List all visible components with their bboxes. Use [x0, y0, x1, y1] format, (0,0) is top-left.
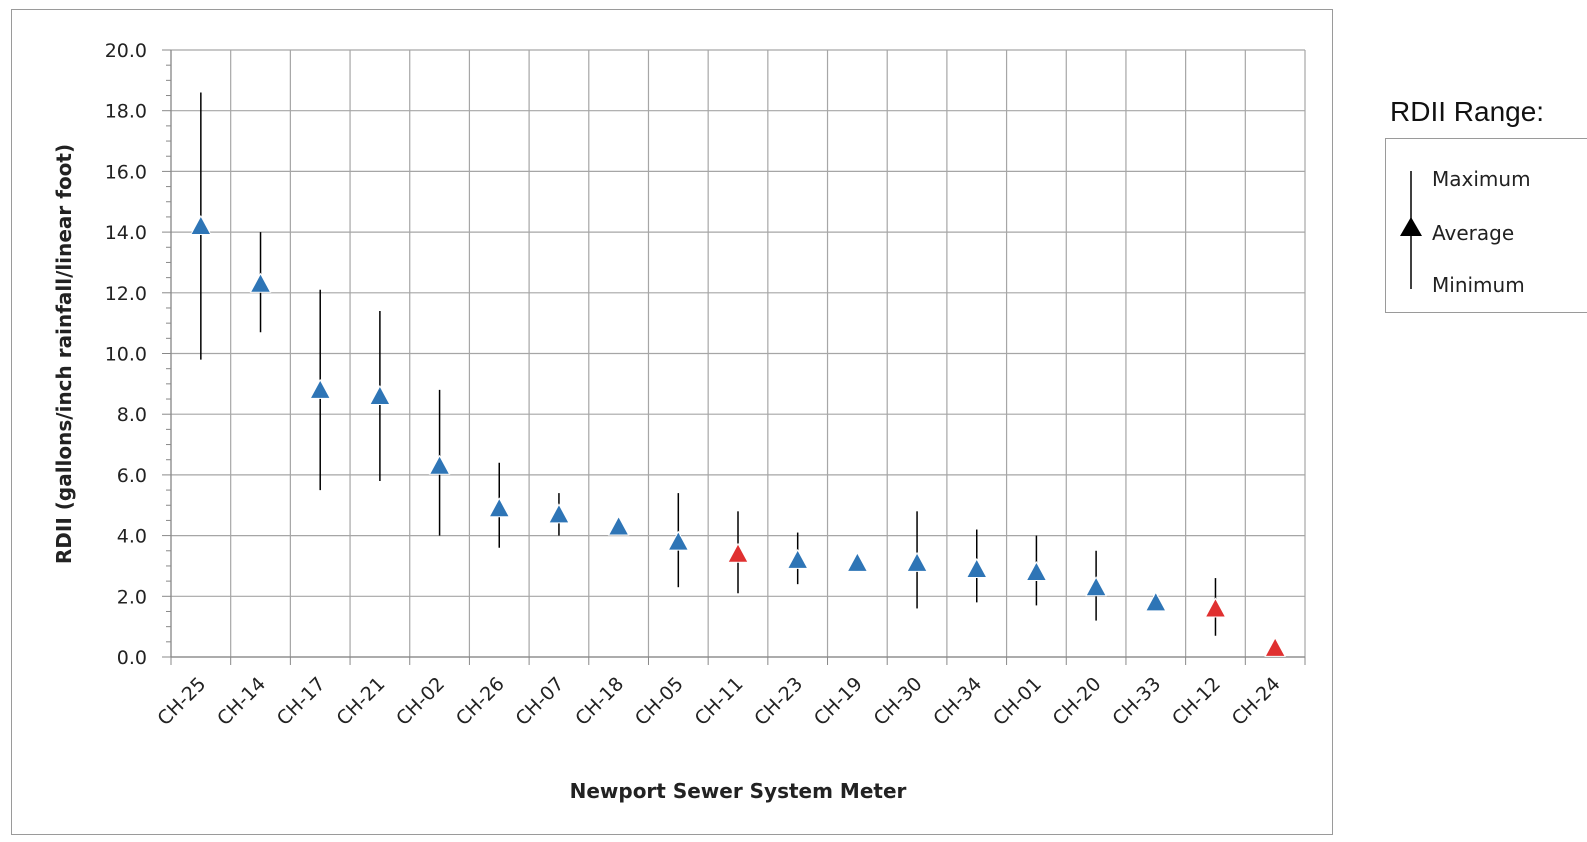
x-tick-label: CH-24	[1228, 673, 1285, 730]
x-tick-label: CH-21	[332, 673, 389, 730]
x-tick-label: CH-23	[750, 673, 807, 730]
y-tick-label: 4.0	[117, 526, 147, 548]
legend-triangle-icon	[1400, 217, 1422, 236]
average-marker-ch-14	[249, 272, 272, 293]
marker-layer	[190, 214, 1286, 657]
x-tick-label: CH-19	[810, 673, 867, 730]
y-tick-label: 16.0	[105, 161, 147, 183]
average-marker-ch-19	[846, 551, 869, 572]
x-tick-label: CH-33	[1108, 673, 1165, 730]
x-tick-label: CH-34	[929, 673, 986, 730]
average-marker-ch-17	[309, 378, 332, 399]
x-tick-label: CH-01	[989, 673, 1046, 730]
average-marker-ch-24	[1264, 636, 1286, 657]
average-marker-ch-20	[1085, 576, 1107, 597]
x-tick-label: CH-07	[511, 673, 568, 730]
label-layer: 0.0 2.0 4.0 6.0 8.0 10.0 12.0 14.0 16.0 18.0 20.0 C…	[105, 40, 1285, 730]
average-marker-ch-01	[1025, 560, 1048, 582]
legend-box: Maximum Average Minimum	[1385, 138, 1587, 313]
average-marker-ch-33	[1144, 591, 1167, 612]
legend-item-minimum: Minimum	[1432, 273, 1525, 297]
x-tick-label: CH-12	[1168, 673, 1225, 730]
x-tick-label: CH-02	[392, 673, 449, 730]
y-tick-label: 20.0	[105, 40, 147, 62]
y-tick-label: 8.0	[117, 404, 147, 426]
y-axis-title: RDII (gallons/inch rainfall/linear foot)	[52, 144, 76, 564]
y-tick-label: 14.0	[105, 222, 147, 244]
x-tick-label: CH-17	[273, 673, 330, 730]
y-tick-label: 10.0	[105, 344, 147, 366]
average-marker-ch-30	[906, 551, 928, 572]
legend-item-average: Average	[1432, 221, 1515, 245]
x-tick-label: CH-30	[870, 673, 927, 730]
average-marker-ch-21	[369, 384, 391, 405]
x-tick-label: CH-18	[571, 673, 628, 730]
average-marker-ch-26	[488, 497, 511, 518]
x-tick-label: CH-20	[1049, 673, 1106, 730]
average-marker-ch-23	[786, 548, 809, 569]
legend-range-icon	[1400, 171, 1422, 289]
y-tick-label: 2.0	[117, 586, 147, 608]
x-tick-label: CH-25	[153, 673, 210, 730]
y-tick-label: 18.0	[105, 101, 147, 123]
legend-title: RDII Range:	[1390, 96, 1545, 127]
x-tick-label: CH-26	[452, 673, 509, 730]
average-marker-ch-07	[548, 503, 570, 524]
chart-frame	[11, 9, 1333, 835]
average-marker-ch-25	[190, 214, 212, 236]
y-tick-label: 6.0	[117, 465, 147, 487]
x-tick-label: CH-05	[631, 673, 688, 730]
x-axis-title: Newport Sewer System Meter	[570, 779, 907, 803]
average-marker-ch-05	[667, 530, 690, 551]
average-marker-ch-12	[1204, 597, 1227, 618]
legend-item-maximum: Maximum	[1432, 167, 1531, 191]
average-marker-ch-34	[965, 557, 988, 578]
average-marker-ch-11	[727, 542, 749, 563]
y-tick-label: 0.0	[117, 647, 147, 669]
y-tick-label: 12.0	[105, 283, 147, 305]
x-tick-label: CH-11	[691, 673, 748, 730]
axis-layer	[162, 49, 1306, 665]
average-marker-ch-02	[428, 454, 451, 475]
x-tick-label: CH-14	[213, 673, 270, 730]
average-marker-ch-18	[607, 515, 630, 536]
